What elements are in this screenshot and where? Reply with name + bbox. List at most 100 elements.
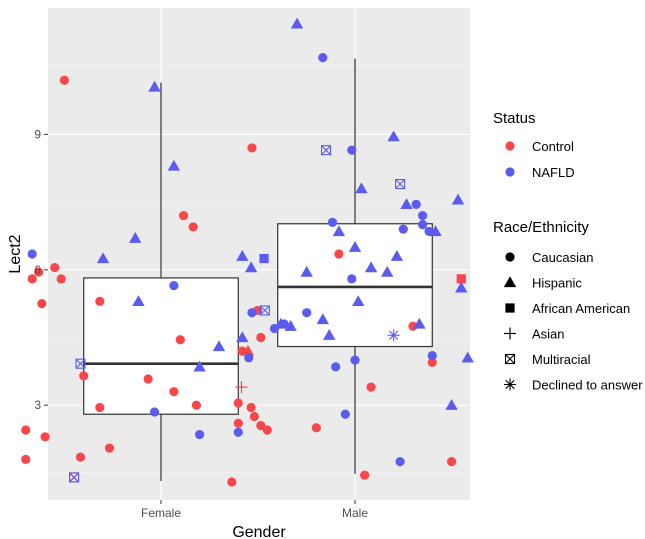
data-point (427, 350, 437, 361)
data-point (366, 382, 376, 392)
box-body (83, 277, 239, 415)
data-point (259, 253, 269, 264)
data-point (95, 296, 105, 306)
data-point (56, 274, 66, 284)
data-point (148, 80, 161, 92)
data-points (21, 17, 474, 487)
data-point (27, 249, 37, 259)
data-point (445, 399, 458, 410)
box-male (277, 58, 433, 474)
legend-label-status: NAFLD (532, 165, 575, 180)
data-point (167, 159, 181, 171)
data-point (178, 211, 189, 221)
x-axis-title: Gender (232, 524, 286, 539)
legend-key-square (505, 303, 515, 313)
legend-title-race: Race/Ethnicity (493, 219, 589, 236)
legend-label-race: Multiracial (532, 352, 591, 367)
legend-key-control (505, 141, 515, 151)
data-point (104, 443, 115, 453)
data-point (456, 274, 466, 284)
data-point (59, 75, 69, 85)
data-point (418, 220, 428, 230)
data-point (300, 265, 313, 277)
data-point (175, 335, 185, 345)
data-point (169, 387, 179, 397)
data-point (132, 295, 145, 307)
y-tick-label: 3 (34, 398, 41, 412)
data-point (37, 299, 47, 309)
legend-title-status: Status (493, 110, 536, 127)
data-point (350, 355, 360, 365)
data-point (411, 199, 421, 209)
data-point (256, 332, 266, 343)
legend-label-race: Declined to answer (532, 378, 643, 393)
data-point (249, 411, 259, 422)
data-point (149, 407, 160, 417)
data-point (320, 145, 332, 156)
data-point (40, 432, 50, 442)
data-point (193, 360, 206, 372)
data-point (227, 477, 237, 487)
data-point (323, 329, 336, 340)
data-point (348, 241, 362, 252)
data-point (143, 374, 153, 384)
data-point (262, 425, 272, 435)
data-point (27, 274, 37, 284)
data-point (360, 470, 370, 480)
data-point (235, 381, 248, 394)
boxes (83, 58, 433, 482)
data-point (247, 308, 257, 318)
data-point (331, 362, 341, 372)
data-point (169, 280, 179, 291)
data-point (316, 313, 329, 325)
data-point (274, 317, 288, 329)
y-tick-label: 6 (34, 263, 41, 277)
data-point (390, 250, 404, 261)
legend-label-race: Asian (532, 327, 565, 342)
legend-key-plus (504, 327, 516, 340)
legend-key-boxx (504, 353, 516, 365)
data-point (455, 281, 468, 293)
data-point (129, 232, 142, 243)
x-tick-label: Male (342, 506, 368, 520)
data-point (340, 409, 350, 419)
box-female (83, 82, 239, 482)
y-axis-title: Lect2 (7, 234, 24, 273)
legend-key-nafld (505, 167, 515, 177)
data-point (427, 357, 437, 367)
legend-key-asterisk (504, 378, 516, 391)
data-point (461, 351, 474, 363)
data-point (256, 420, 266, 431)
data-point (188, 222, 198, 232)
data-point (79, 371, 89, 381)
legend-label-race: Caucasian (532, 250, 593, 265)
data-point (395, 457, 405, 467)
data-point (381, 265, 394, 277)
data-point (364, 261, 378, 273)
data-point (259, 305, 270, 316)
data-point (233, 398, 243, 408)
data-point (318, 53, 328, 63)
data-point (347, 145, 357, 155)
data-point (236, 331, 249, 343)
data-point (290, 17, 304, 29)
data-point (75, 452, 86, 462)
data-point (233, 418, 243, 428)
data-point (429, 225, 442, 237)
y-tick-label: 9 (34, 127, 41, 141)
data-point (236, 250, 249, 261)
data-point (95, 402, 105, 413)
data-point (347, 274, 357, 284)
data-point (418, 211, 428, 221)
data-point (398, 224, 408, 234)
data-point (195, 429, 205, 440)
data-point (21, 425, 31, 435)
data-point (237, 346, 247, 356)
legend: Status Control NAFLD Race/Ethnicity Caucasia… (493, 110, 643, 393)
data-point (327, 217, 338, 228)
legend-label-race: Hispanic (532, 276, 582, 291)
data-point (355, 182, 368, 194)
axes: 3 6 9 Female Male (34, 127, 368, 520)
data-point (69, 472, 80, 483)
